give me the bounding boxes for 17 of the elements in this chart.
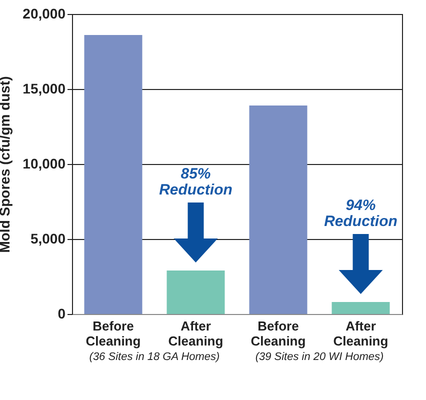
x-tick-label: Before Cleaning [86, 318, 141, 348]
y-tick-label: 0 [58, 306, 66, 322]
text: (36 Sites in 18 GA Homes) [89, 351, 220, 363]
text: (39 Sites in 20 WI Homes) [255, 351, 384, 363]
x-tick-label: Before Cleaning [250, 318, 306, 348]
bar [84, 35, 142, 314]
bar [249, 106, 308, 314]
y-tick-label: 5,000 [30, 230, 66, 246]
y-tick-label: 15,000 [22, 80, 66, 96]
bar [332, 302, 390, 314]
annotation: 94% Reduction [324, 197, 398, 230]
y-tick-label: 20,000 [22, 6, 66, 22]
annotation: 85% Reduction [159, 166, 232, 198]
bar [166, 270, 225, 314]
x-tick-label: After Cleaning [168, 318, 224, 348]
y-tick-label: 10,000 [22, 156, 66, 172]
x-tick-label: After Cleaning [333, 318, 388, 348]
